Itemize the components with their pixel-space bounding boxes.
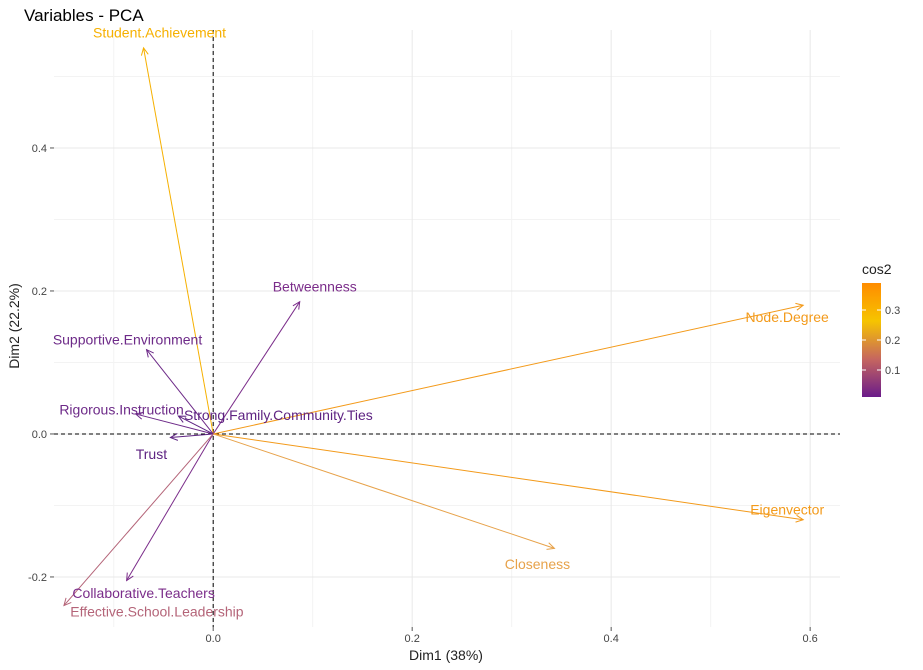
variable-label: Effective.School.Leadership <box>70 603 244 619</box>
arrow-betweenness <box>212 301 301 435</box>
variable-label: Node.Degree <box>746 309 829 325</box>
arrow-head <box>145 348 154 358</box>
arrow-supportive-environment <box>146 349 214 435</box>
variable-label: Betweenness <box>273 278 357 294</box>
y-axis-title: Dim2 (22.2%) <box>6 283 22 369</box>
chart-title: Variables - PCA <box>24 6 144 25</box>
variable-label: Supportive.Environment <box>53 331 203 347</box>
arrow-head <box>292 300 301 310</box>
reference-lines <box>54 30 840 627</box>
arrow-eigenvector <box>213 433 804 521</box>
arrow-strong-family-community-ties <box>178 415 214 435</box>
arrow-node-degree <box>213 304 804 435</box>
variable-labels: Student.Achievement Betweenness Node.Degre… <box>53 25 829 620</box>
variable-label: Student.Achievement <box>93 25 226 41</box>
variable-label: Closeness <box>505 556 570 572</box>
arrow-head <box>795 514 805 523</box>
arrow-head <box>134 411 144 420</box>
arrow-head <box>126 572 134 582</box>
variable-label: Strong.Family.Community.Ties <box>184 407 373 423</box>
x-tick-label: 0.4 <box>604 633 619 645</box>
y-tick-label: 0.0 <box>32 429 47 441</box>
axis-ticks: 0.0 0.2 0.4 0.6 -0.2 0.0 0.2 0.4 <box>28 143 818 645</box>
legend-tick-label: 0.1 <box>885 365 900 377</box>
y-tick-label: 0.2 <box>32 286 47 298</box>
variable-label: Rigorous.Instruction <box>59 402 184 418</box>
variable-label: Trust <box>136 446 167 462</box>
arrow-head <box>795 302 805 311</box>
x-tick-label: 0.2 <box>405 633 420 645</box>
legend-tick-label: 0.2 <box>885 335 900 347</box>
arrow-head <box>63 597 72 607</box>
x-tick-label: 0.6 <box>803 633 818 645</box>
arrow-head <box>140 46 149 56</box>
variable-label: Collaborative.Teachers <box>72 585 214 601</box>
y-tick-label: 0.4 <box>32 143 47 155</box>
arrow-head <box>177 415 187 423</box>
arrow-head <box>546 542 556 550</box>
arrow-trust <box>170 433 214 439</box>
arrow-collaborative-teachers <box>126 433 214 581</box>
arrow-rigorous-instruction <box>135 413 214 435</box>
legend-title: cos2 <box>862 261 892 277</box>
grid-layer <box>54 30 840 627</box>
y-tick-label: -0.2 <box>28 572 47 584</box>
arrow-closeness <box>213 433 555 549</box>
x-tick-label: 0.0 <box>206 633 221 645</box>
arrow-effective-school-leadership <box>63 433 214 606</box>
x-axis-title: Dim1 (38%) <box>409 647 483 663</box>
variable-label: Eigenvector <box>750 501 824 517</box>
arrow-student-achievement <box>143 47 214 435</box>
legend-tick-label: 0.3 <box>885 305 900 317</box>
color-legend: cos2 0.1 0.2 0.3 <box>862 261 900 397</box>
variable-arrows <box>63 46 805 607</box>
legend-color-bar <box>862 283 881 397</box>
arrow-head <box>169 433 179 441</box>
